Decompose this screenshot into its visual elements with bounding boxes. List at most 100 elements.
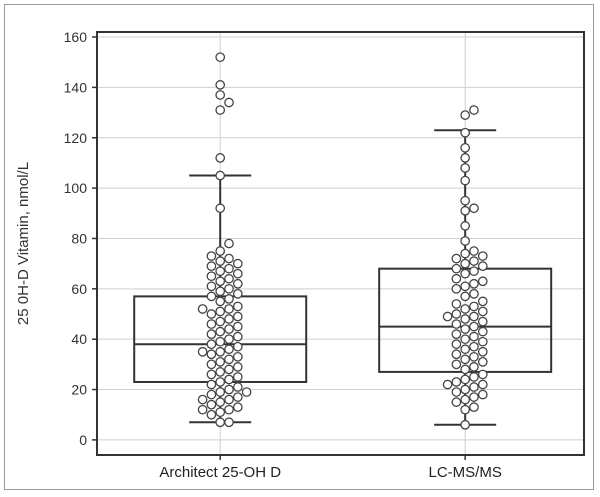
- data-point: [215, 377, 226, 387]
- data-point: [451, 359, 462, 370]
- data-point: [215, 316, 226, 327]
- data-point: [215, 276, 226, 287]
- data-point: [224, 97, 234, 108]
- data-point: [460, 291, 471, 302]
- data-point: [451, 329, 462, 339]
- data-point: [460, 374, 471, 385]
- data-point: [477, 346, 488, 357]
- data-point: [477, 306, 488, 317]
- data-point: [197, 394, 208, 405]
- y-tick-label: 40: [71, 331, 87, 347]
- data-point: [477, 261, 488, 272]
- data-point: [469, 105, 479, 115]
- data-point: [215, 367, 226, 377]
- data-point: [224, 374, 234, 385]
- data-point: [451, 263, 462, 274]
- data-point: [469, 246, 479, 256]
- data-point: [460, 142, 471, 153]
- data-point: [232, 321, 243, 332]
- data-point: [215, 203, 226, 214]
- data-point: [232, 301, 243, 312]
- data-point: [232, 331, 243, 342]
- data-point: [477, 369, 488, 380]
- data-point: [215, 266, 226, 277]
- data-point: [215, 256, 226, 266]
- data-point: [215, 153, 226, 163]
- data-point: [460, 127, 471, 138]
- data-point: [206, 261, 217, 272]
- data-point: [224, 404, 234, 415]
- data-point: [460, 419, 471, 430]
- data-point: [469, 266, 479, 277]
- plot-area-border: [96, 31, 585, 456]
- y-tick-label: 0: [79, 432, 87, 448]
- data-point: [469, 321, 479, 332]
- data-point: [460, 404, 471, 415]
- data-point: [224, 394, 234, 405]
- data-point: [451, 309, 462, 319]
- data-point: [215, 356, 226, 367]
- data-point: [460, 281, 471, 292]
- y-tick-label: 140: [64, 79, 88, 95]
- data-point: [206, 329, 217, 339]
- data-point: [215, 52, 226, 63]
- data-point: [224, 334, 234, 345]
- data-point: [460, 384, 471, 395]
- data-point: [224, 294, 234, 304]
- data-point: [469, 289, 479, 299]
- data-point: [215, 387, 226, 397]
- data-point: [215, 296, 226, 307]
- data-point: [460, 268, 471, 279]
- data-point: [215, 306, 226, 317]
- data-point: [460, 205, 471, 216]
- data-point: [232, 311, 243, 322]
- data-point: [460, 248, 471, 259]
- data-point: [460, 364, 471, 375]
- data-point: [451, 377, 462, 387]
- data-point: [460, 304, 471, 314]
- data-point: [224, 283, 234, 294]
- data-point: [460, 195, 471, 206]
- data-point: [232, 289, 243, 299]
- data-point: [469, 372, 479, 382]
- data-point: [469, 256, 479, 266]
- figure-border: [4, 4, 594, 490]
- y-tick-label: 80: [71, 230, 87, 246]
- data-point: [206, 359, 217, 370]
- y-tick-label: 160: [64, 29, 88, 45]
- data-point: [206, 389, 217, 400]
- data-point: [224, 364, 234, 375]
- data-point: [206, 369, 217, 380]
- data-point: [469, 203, 479, 214]
- data-point: [206, 409, 217, 420]
- data-point: [460, 324, 471, 334]
- data-point: [232, 341, 243, 352]
- data-point: [215, 397, 226, 407]
- data-point: [460, 110, 471, 120]
- y-axis-title: 25 0H-D Vitamin, nmol/L: [15, 162, 32, 325]
- data-point: [215, 417, 226, 428]
- data-point: [224, 263, 234, 274]
- data-point: [215, 346, 226, 357]
- data-point: [477, 389, 488, 400]
- data-point: [215, 326, 226, 337]
- data-point: [215, 105, 226, 115]
- data-point: [460, 314, 471, 324]
- data-point: [224, 354, 234, 365]
- data-point: [224, 238, 234, 249]
- data-point: [451, 397, 462, 407]
- data-point: [451, 283, 462, 294]
- data-point: [206, 319, 217, 329]
- data-point: [224, 304, 234, 314]
- data-point: [477, 336, 488, 347]
- point-layer: [197, 52, 488, 430]
- data-point: [206, 309, 217, 319]
- data-point: [460, 236, 471, 246]
- data-point: [224, 324, 234, 334]
- y-tick-label: 120: [64, 130, 88, 146]
- data-point: [232, 372, 243, 382]
- data-point: [206, 399, 217, 410]
- data-point: [451, 319, 462, 329]
